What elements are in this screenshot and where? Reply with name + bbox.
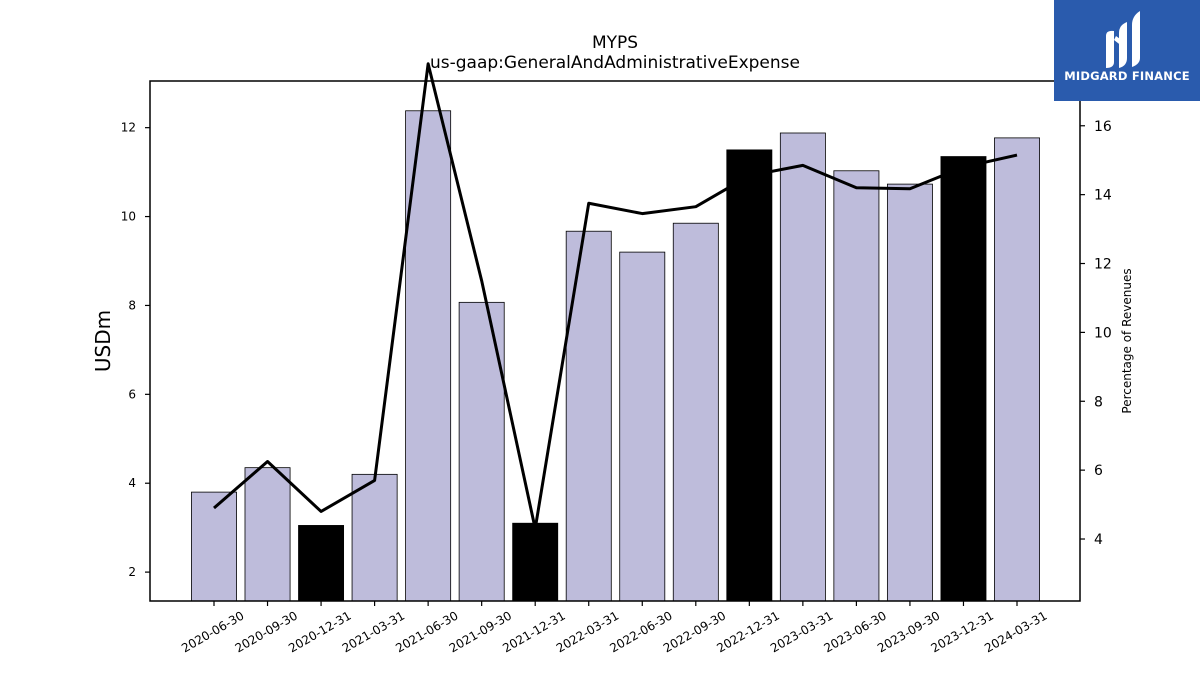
bar <box>298 525 345 602</box>
y-axis-label: USDm <box>91 310 115 372</box>
y-axis-left: 2 4 6 8 10 12 <box>121 121 150 579</box>
y-tick-label: 6 <box>128 387 136 401</box>
bar <box>672 222 719 602</box>
y2-tick-label: 12 <box>1094 257 1112 273</box>
midgard-m-icon <box>1106 11 1140 68</box>
bar-series <box>191 110 1040 602</box>
bar <box>565 230 612 602</box>
bar <box>994 137 1040 602</box>
y-tick-label: 12 <box>121 121 136 135</box>
chart-subtitle: us-gaap:GeneralAndAdministrativeExpense <box>430 53 800 73</box>
y2-tick-label: 4 <box>1094 532 1103 548</box>
bar <box>779 132 826 602</box>
x-axis: 2020-06-302020-09-302020-12-312021-03-31… <box>179 601 1050 655</box>
bar <box>351 473 398 602</box>
y-tick-label: 2 <box>128 565 136 579</box>
y-tick-label: 4 <box>128 476 136 490</box>
plot-frame <box>149 80 1081 602</box>
midgard-finance-logo: MIDGARD FINANCE <box>1054 0 1200 101</box>
bar <box>886 183 933 602</box>
bar <box>726 149 773 602</box>
bar <box>512 522 559 602</box>
logo-text: MIDGARD FINANCE <box>1064 69 1190 83</box>
y2-axis-label: Percentage of Revenues <box>1120 268 1134 413</box>
bar <box>244 467 291 602</box>
y2-tick-label: 10 <box>1094 325 1112 341</box>
y-tick-label: 8 <box>128 298 136 312</box>
chart-title: MYPS <box>592 33 638 53</box>
bar <box>833 170 880 602</box>
y-axis-right: 4 6 8 10 12 14 16 <box>1080 119 1112 548</box>
bar <box>940 156 987 602</box>
y2-tick-label: 14 <box>1094 188 1112 204</box>
percentage-line <box>213 62 1018 531</box>
bar <box>619 251 666 602</box>
y-tick-label: 10 <box>121 210 136 224</box>
y2-tick-label: 16 <box>1094 119 1112 135</box>
y2-tick-label: 8 <box>1094 394 1103 410</box>
bar <box>191 491 237 602</box>
y2-tick-label: 6 <box>1094 463 1103 479</box>
